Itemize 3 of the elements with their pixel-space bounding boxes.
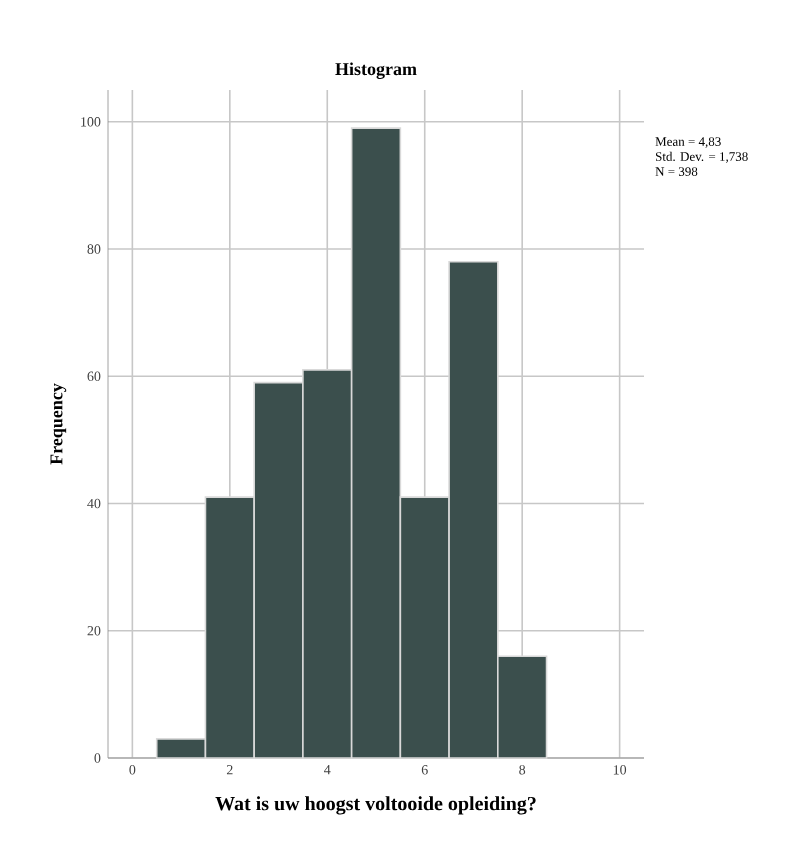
chart-title: Histogram: [335, 62, 417, 79]
x-axis-title: Wat is uw hoogst voltooide opleiding?: [215, 796, 536, 815]
y-axis-title: Frequency: [50, 383, 67, 465]
